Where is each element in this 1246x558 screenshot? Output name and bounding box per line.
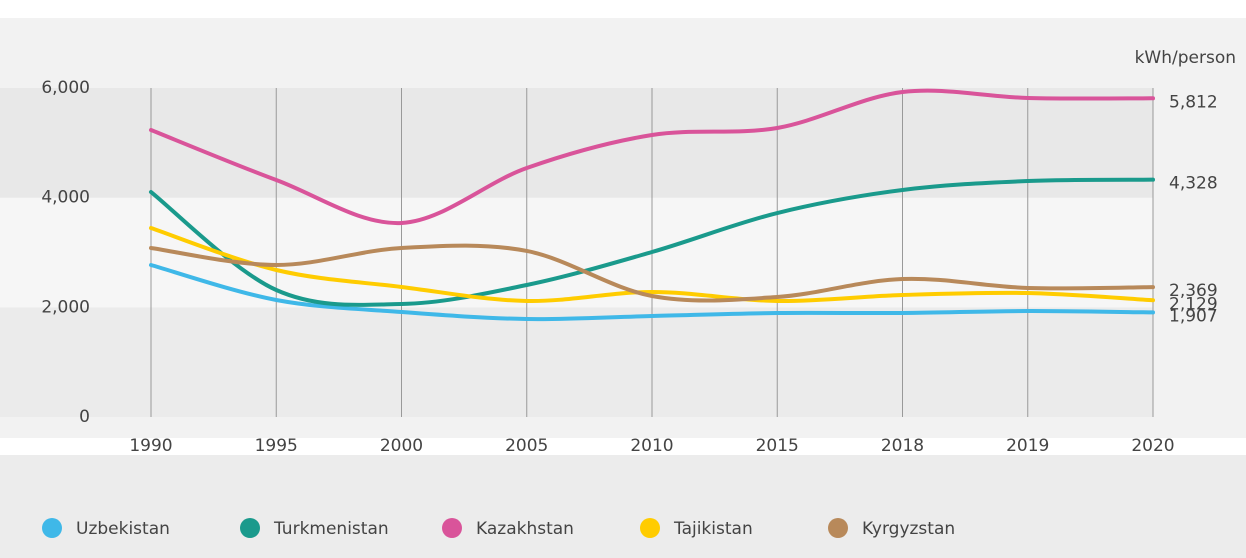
- value-label: 2,369: [1169, 281, 1218, 301]
- legend-marker: [442, 518, 462, 538]
- legend-label: Tajikistan: [673, 519, 753, 539]
- value-label: 5,812: [1169, 92, 1218, 112]
- legend-marker: [828, 518, 848, 538]
- value-label: 1,907: [1169, 306, 1218, 326]
- x-tick-label: 2005: [505, 436, 548, 456]
- line: [149, 243, 1155, 303]
- legend-marker: [240, 518, 260, 538]
- legend-label: Uzbekistan: [76, 519, 170, 539]
- x-tick-label: 1990: [129, 436, 172, 456]
- line: [149, 225, 1155, 303]
- legend-label: Turkmenistan: [273, 519, 389, 539]
- x-tick-label: 1995: [255, 436, 298, 456]
- y-tick-label: 2,000: [41, 297, 90, 317]
- grid-band: [0, 88, 1153, 198]
- y-tick-label: 0: [79, 407, 90, 427]
- x-tick-label: 2010: [630, 436, 673, 456]
- y-axis-label: kWh/person: [1135, 48, 1236, 68]
- grid-band: [0, 197, 1153, 308]
- x-tick-label: 2020: [1131, 436, 1174, 456]
- y-tick-label: 4,000: [41, 188, 90, 208]
- x-tick-label: 2015: [756, 436, 799, 456]
- line: [149, 177, 1155, 307]
- x-tick-label: 2018: [881, 436, 924, 456]
- legend-marker: [640, 518, 660, 538]
- legend-background: [0, 455, 1246, 558]
- value-label: 4,328: [1169, 174, 1218, 194]
- legend-label: Kyrgyzstan: [862, 519, 955, 539]
- value-label: 2,129: [1169, 294, 1218, 314]
- line: [149, 88, 1155, 226]
- legend-marker: [42, 518, 62, 538]
- line: [149, 263, 1155, 322]
- legend-label: Kazakhstan: [476, 519, 574, 539]
- x-tick-label: 2000: [380, 436, 423, 456]
- x-tick-label: 2019: [1006, 436, 1049, 456]
- grid-band: [0, 307, 1153, 417]
- y-tick-label: 6,000: [41, 78, 90, 98]
